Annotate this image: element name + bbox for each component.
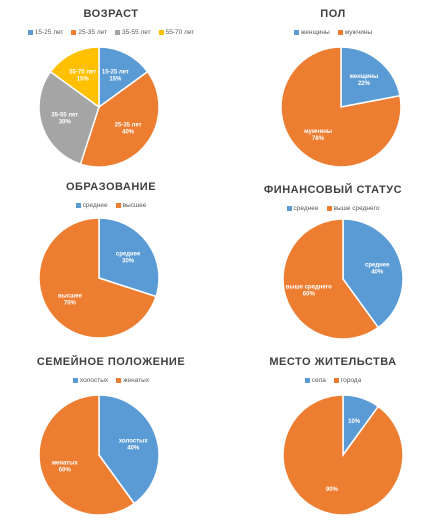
legend-swatch — [75, 203, 81, 208]
legend-swatch — [71, 30, 77, 35]
legend-item: выше среднего — [326, 205, 380, 212]
legend-item: холостых — [72, 377, 109, 384]
legend-label: женатых — [123, 377, 150, 384]
pie-chart: среднее 30% высшее 70% — [38, 217, 160, 339]
legend-label: среднее — [82, 202, 108, 209]
chart-age: ВОЗРАСТ 15-25 лет 25-35 лет 35-55 лет 55… — [0, 0, 222, 174]
legend-label: города — [340, 377, 362, 384]
chart-title: ВОЗРАСТ — [83, 8, 139, 20]
legend-swatch — [326, 206, 332, 211]
pie-chart: женщины 22% мужчины 78% — [280, 46, 402, 168]
chart-legend: среднее выше среднего — [222, 205, 444, 212]
chart-title: ФИНАНСОВЫЙ СТАТУС — [263, 184, 403, 196]
pie-slice — [38, 394, 136, 516]
legend-label: 25-35 лет — [78, 29, 107, 36]
chart-marital-status: СЕМЕЙНОЕ ПОЛОЖЕНИЕ холостых женатых холо… — [0, 348, 222, 522]
slice-label: 15-25 лет 15% — [102, 69, 129, 82]
legend-label: высшее — [122, 202, 147, 209]
chart-legend: села города — [222, 377, 444, 384]
slice-label: выше среднего 60% — [286, 285, 332, 298]
legend-label: села — [311, 377, 326, 384]
chart-legend: женщины мужчины — [222, 29, 444, 36]
chart-gender: ПОЛ женщины мужчины женщины 22% мужчины 78% — [222, 0, 444, 174]
slice-label: 25-35 лет 40% — [115, 123, 142, 136]
legend-label: среднее — [293, 205, 319, 212]
pie-slice — [98, 217, 160, 298]
legend-swatch — [115, 203, 121, 208]
legend-item: села — [304, 377, 326, 384]
legend-item: 55-70 лет — [158, 29, 195, 36]
pie-slice — [98, 394, 160, 505]
legend-swatch — [116, 378, 122, 383]
legend-item: среднее — [75, 202, 108, 209]
pie-slice — [340, 46, 401, 108]
legend-label: холостых — [79, 377, 109, 384]
pie-slice — [342, 218, 404, 329]
pie-slice — [38, 217, 158, 339]
pie-chart: 15-25 лет 15% 25-35 лет 40% 35-55 лет 30% 55-7… — [38, 46, 160, 168]
slice-label: среднее 40% — [365, 262, 390, 275]
slice-label: женатых 60% — [51, 461, 79, 474]
chart-title: ПОЛ — [320, 8, 346, 20]
legend-item: мужчины — [337, 29, 373, 36]
legend-swatch — [304, 378, 310, 383]
legend-item: женщины — [293, 29, 330, 36]
legend-swatch — [333, 378, 339, 383]
pie-slice — [49, 46, 100, 109]
slice-label: 10% — [348, 419, 361, 425]
legend-label: мужчины — [344, 29, 373, 36]
slice-label: 90% — [326, 487, 339, 493]
legend-swatch — [337, 30, 343, 35]
pie-chart: среднее 40% выше среднего 60% — [282, 218, 404, 340]
chart-title: МЕСТО ЖИТЕЛЬСТВА — [269, 356, 397, 368]
slice-label: мужчины 78% — [304, 129, 332, 142]
chart-legend: холостых женатых — [0, 377, 222, 384]
chart-financial-status: ФИНАНСОВЫЙ СТАТУС среднее выше среднего … — [222, 174, 444, 348]
pie-chart: холостых 40% женатых 60% — [38, 394, 160, 516]
chart-title: ОБРАЗОВАНИЕ — [65, 181, 157, 193]
slice-label: женщины 22% — [349, 74, 379, 87]
chart-legend: среднее высшее — [0, 202, 222, 209]
chart-legend: 15-25 лет 25-35 лет 35-55 лет 55-70 лет — [0, 29, 222, 36]
legend-swatch — [293, 30, 299, 35]
legend-item: города — [333, 377, 362, 384]
legend-swatch — [286, 206, 292, 211]
pie-chart: 10% 90% — [282, 394, 404, 516]
legend-swatch — [158, 30, 164, 35]
chart-residence: МЕСТО ЖИТЕЛЬСТВА села города 10% 90% — [222, 348, 444, 522]
legend-item: высшее — [115, 202, 147, 209]
legend-item: среднее — [286, 205, 319, 212]
chart-education: ОБРАЗОВАНИЕ среднее высшее среднее 30% выс… — [0, 174, 222, 348]
pie-slice — [280, 46, 402, 168]
legend-swatch — [115, 30, 120, 35]
pie-slice — [98, 46, 149, 109]
legend-label: 15-25 лет — [34, 29, 64, 36]
legend-label: 55-70 лет — [165, 29, 195, 36]
legend-label: женщины — [300, 29, 330, 36]
legend-item: 35-55 лет — [115, 29, 151, 36]
legend-item: женатых — [116, 377, 149, 384]
slice-label: высшее 70% — [58, 294, 82, 307]
pie-slice — [282, 218, 380, 340]
legend-swatch — [72, 378, 78, 383]
pie-slice — [79, 70, 160, 168]
legend-swatch — [27, 30, 33, 35]
chart-title: СЕМЕЙНОЕ ПОЛОЖЕНИЕ — [36, 356, 186, 368]
pie-slice — [282, 394, 404, 516]
slice-label: среднее 30% — [116, 251, 141, 264]
pie-slice — [38, 70, 100, 166]
legend-label: 35-55 лет — [122, 29, 151, 36]
slice-label: 35-55 лет 30% — [51, 113, 78, 126]
legend-label: выше среднего — [333, 205, 380, 212]
legend-item: 25-35 лет — [71, 29, 107, 36]
legend-item: 15-25 лет — [27, 29, 64, 36]
slice-label: 55-70 лет 15% — [69, 69, 96, 82]
slice-label: холостых 40% — [119, 438, 148, 451]
